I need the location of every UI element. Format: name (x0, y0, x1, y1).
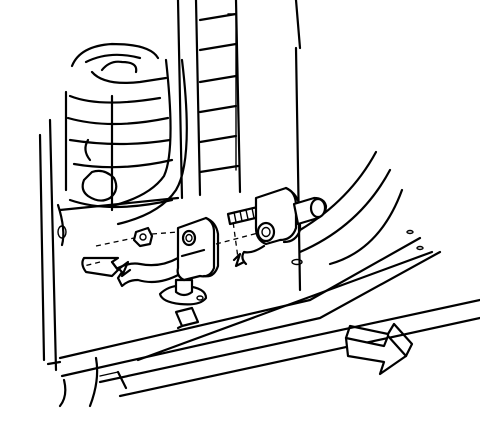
alignment-lines (83, 213, 263, 267)
bottom-frame-edge (46, 356, 99, 408)
right-frame (294, 46, 404, 292)
nut-left (132, 226, 154, 248)
left-hose-stub (81, 256, 120, 278)
right-clamp (241, 186, 302, 266)
left-frame-rail (38, 118, 67, 372)
right-tube (292, 196, 328, 226)
square-tube (174, 306, 200, 330)
engine-block (58, 42, 180, 212)
radiator-core (176, 0, 302, 200)
arrow-down-right-icon (344, 322, 414, 376)
lower-crossmember (58, 229, 480, 408)
radiator-hose (110, 58, 188, 226)
break-symbol (118, 252, 246, 278)
center-bracket (176, 216, 220, 282)
mount-stud (158, 278, 208, 306)
